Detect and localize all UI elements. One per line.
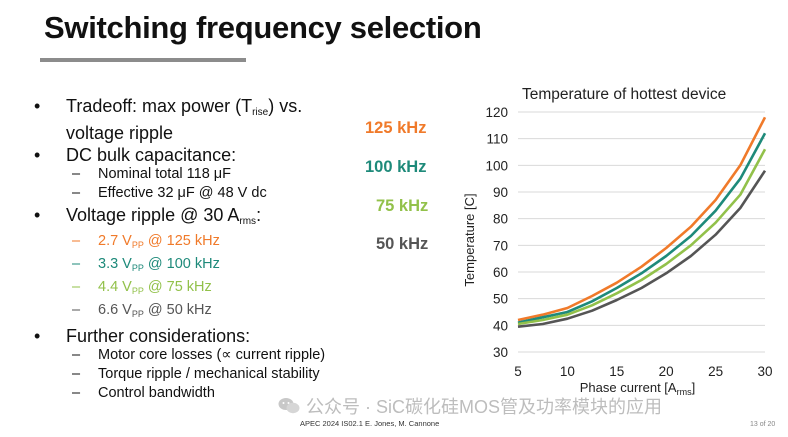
dc-item-text: Nominal total 118 μF xyxy=(98,166,232,182)
dash: – xyxy=(72,279,81,295)
bullet-dot: • xyxy=(34,96,41,116)
bullet-dc-bulk: • DC bulk capacitance: xyxy=(34,145,374,165)
dash: – xyxy=(72,302,81,318)
dc-item-0: – Nominal total 118 μF xyxy=(34,165,374,184)
bullet-tradeoff: • Tradeoff: max power (Trise) vs. voltag… xyxy=(34,96,374,143)
ripple-sub: PP xyxy=(131,240,144,250)
ripple-text: Voltage ripple @ 30 A xyxy=(66,205,240,225)
x-axis-label-main: Phase current [A xyxy=(580,380,677,395)
watermark: 公众号 · SiC碳化硅MOS管及功率模块的应用 xyxy=(278,393,662,419)
dc-bulk-text: DC bulk capacitance: xyxy=(66,145,237,165)
further-item-2: – Control bandwidth xyxy=(34,384,374,403)
ripple-freq: @ 75 kHz xyxy=(143,279,212,295)
x-tick-label: 20 xyxy=(659,364,674,379)
dash: – xyxy=(72,233,81,249)
ripple-freq: @ 125 kHz xyxy=(143,233,220,249)
series-line-0 xyxy=(517,116,767,322)
chart-title: Temperature of hottest device xyxy=(522,86,727,103)
ripple-value: 6.6 V xyxy=(98,302,132,318)
ripple-item-50: – 6.6 VPP @ 50 kHz xyxy=(34,301,374,324)
bullet-dot: • xyxy=(34,326,41,346)
y-tick-label: 110 xyxy=(486,132,508,147)
dash: – xyxy=(72,347,81,363)
y-tick-label: 60 xyxy=(493,265,508,280)
y-tick-label: 90 xyxy=(493,185,508,200)
dash: – xyxy=(72,166,81,182)
freq-label-100: 100 kHz xyxy=(365,158,427,176)
further-item-1: – Torque ripple / mechanical stability xyxy=(34,365,374,384)
bullet-ripple: • Voltage ripple @ 30 Arms: xyxy=(34,205,374,232)
y-tick-label: 120 xyxy=(485,105,508,120)
series-line-2 xyxy=(517,148,767,326)
ripple-value: 2.7 V xyxy=(98,233,132,249)
ripple-value: 3.3 V xyxy=(98,256,132,272)
series-line-3 xyxy=(517,169,767,328)
ripple-sub: PP xyxy=(131,286,144,296)
series-line-1 xyxy=(517,132,767,324)
dash: – xyxy=(72,256,81,272)
x-tick-label: 25 xyxy=(708,364,723,379)
ripple-item-100: – 3.3 VPP @ 100 kHz xyxy=(34,255,374,278)
ripple-sub: PP xyxy=(131,263,144,273)
x-tick-label: 30 xyxy=(757,364,772,379)
further-item-text: Control bandwidth xyxy=(98,385,215,401)
y-tick-label: 100 xyxy=(485,158,508,173)
x-tick-label: 5 xyxy=(514,364,522,379)
ripple-value: 4.4 V xyxy=(98,279,132,295)
tradeoff-post: ) vs. xyxy=(268,96,303,116)
x-tick-label: 10 xyxy=(560,364,575,379)
y-tick-label: 40 xyxy=(493,318,508,333)
tradeoff-text: Tradeoff: max power (T xyxy=(66,96,253,116)
freq-label-75: 75 kHz xyxy=(376,197,429,215)
bullet-dot: • xyxy=(34,145,41,165)
dc-item-text: Effective 32 μF @ 48 V dc xyxy=(98,185,267,201)
y-axis-label: Temperature [C] xyxy=(462,193,477,286)
ripple-freq: @ 50 kHz xyxy=(143,302,212,318)
y-tick-label: 70 xyxy=(493,238,508,253)
dc-item-1: – Effective 32 μF @ 48 V dc xyxy=(34,184,374,203)
bullet-list: • Tradeoff: max power (Trise) vs. voltag… xyxy=(34,96,374,403)
y-tick-label: 30 xyxy=(493,345,508,360)
freq-label-125: 125 kHz xyxy=(365,119,427,137)
x-axis-label-sub: rms xyxy=(677,387,692,397)
wechat-icon xyxy=(278,398,300,414)
tradeoff-sub: rise xyxy=(252,107,269,118)
further-item-text: Motor core losses (∝ current ripple) xyxy=(98,347,326,363)
dash: – xyxy=(72,185,81,201)
bullet-further: • Further considerations: xyxy=(34,326,374,346)
title-underline xyxy=(40,58,246,62)
ripple-item-75: – 4.4 VPP @ 75 kHz xyxy=(34,278,374,301)
further-text: Further considerations: xyxy=(66,326,251,346)
watermark-text: 公众号 · SiC碳化硅MOS管及功率模块的应用 xyxy=(306,397,662,417)
x-axis-label-post: ] xyxy=(692,380,696,395)
ripple-item-125: – 2.7 VPP @ 125 kHz xyxy=(34,232,374,255)
slide-title: Switching frequency selection xyxy=(44,10,482,45)
ripple-sub: PP xyxy=(131,309,144,319)
further-item-text: Torque ripple / mechanical stability xyxy=(98,366,320,382)
further-item-0: – Motor core losses (∝ current ripple) xyxy=(34,346,374,365)
x-axis-label: Phase current [Arms] xyxy=(580,380,695,397)
slide-footer: APEC 2024 IS02.1 E. Jones, M. Cannone xyxy=(300,419,440,428)
freq-label-50: 50 kHz xyxy=(376,235,429,253)
x-tick-label: 15 xyxy=(609,364,624,379)
dash: – xyxy=(72,366,81,382)
dash: – xyxy=(72,385,81,401)
y-tick-label: 80 xyxy=(493,212,508,227)
page-number: 13 of 20 xyxy=(750,421,776,428)
bullet-dot: • xyxy=(34,205,41,225)
ripple-freq: @ 100 kHz xyxy=(143,256,220,272)
ripple-sub: rms xyxy=(239,216,257,227)
ripple-post: : xyxy=(256,205,262,225)
tradeoff-line2: voltage ripple xyxy=(66,123,174,143)
y-tick-label: 50 xyxy=(493,292,508,307)
